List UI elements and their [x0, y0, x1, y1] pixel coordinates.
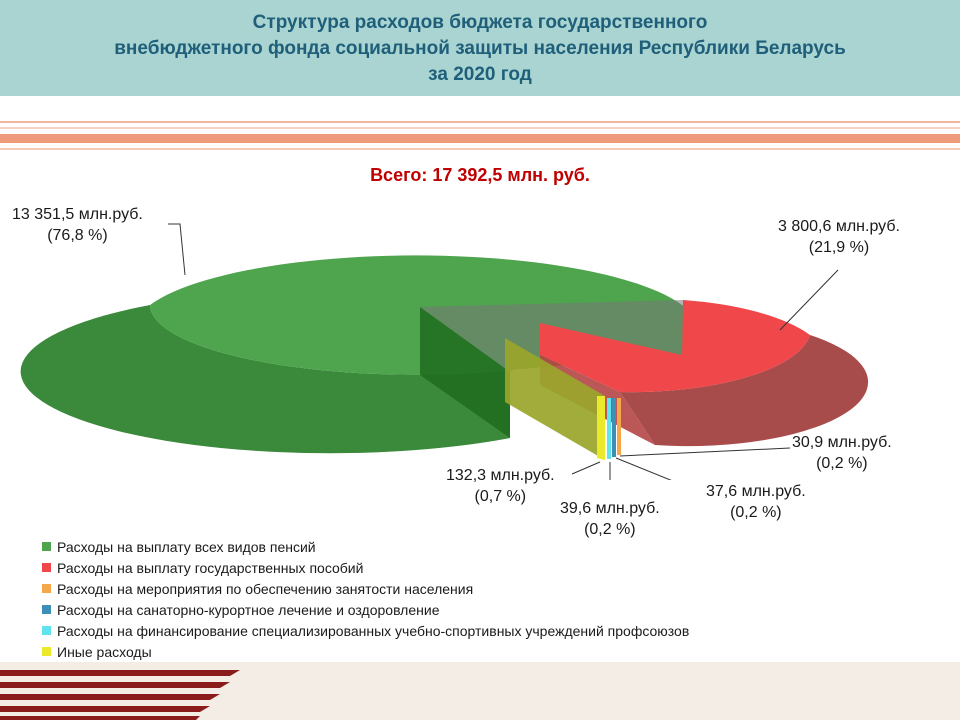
title-line-1: Структура расходов бюджета государственн…: [252, 12, 708, 33]
title-line-2: внебюджетного фонда социальной защиты на…: [114, 38, 846, 59]
legend-swatch-employment: [42, 584, 51, 593]
slice-other-side: [505, 338, 605, 460]
legend-label-employment: Расходы на мероприятия по обеспечению за…: [57, 580, 474, 597]
legend-label-other: Иные расходы: [57, 643, 152, 660]
pie-chart-3d: [20, 223, 869, 480]
legend-swatch-benefits: [42, 563, 51, 572]
data-label-benefits-value: 3 800,6 млн.руб.: [778, 218, 900, 235]
data-label-sport-percent: (0,2 %): [584, 521, 636, 538]
slice-sanatorium: [612, 398, 616, 457]
slice-inner-shadow: [420, 300, 683, 372]
legend-swatch-pensions: [42, 542, 51, 551]
data-label-sport-value: 39,6 млн.руб.: [560, 500, 660, 517]
decorative-stripes-top: [0, 121, 960, 150]
data-label-other-value: 132,3 млн.руб.: [446, 467, 555, 484]
page-title: Структура расходов бюджета государственн…: [0, 10, 960, 88]
legend-item-benefits: Расходы на выплату государственных пособ…: [42, 557, 689, 578]
legend-label-benefits: Расходы на выплату государственных пособ…: [57, 559, 364, 576]
legend-label-sport: Расходы на финансирование специализирова…: [57, 622, 690, 639]
legend-label-pensions: Расходы на выплату всех видов пенсий: [57, 538, 316, 555]
legend-swatch-sport: [42, 626, 51, 635]
header-banner: Структура расходов бюджета государственн…: [0, 0, 960, 96]
legend-item-sport: Расходы на финансирование специализирова…: [42, 620, 689, 641]
leader-line-benefits: [779, 269, 839, 331]
chart-total-label: Всего: 17 392,5 млн. руб.: [370, 165, 590, 185]
data-label-pensions: 13 351,5 млн.руб. (76,8 %): [12, 204, 143, 246]
data-label-employment-percent: (0,2 %): [816, 455, 868, 472]
slice-sport-institutions: [607, 398, 611, 459]
data-label-other: 132,3 млн.руб. (0,7 %): [446, 465, 555, 507]
data-label-benefits-percent: (21,9 %): [808, 239, 870, 256]
slice-pensions-inner-face: [420, 307, 510, 438]
leader-line-other: [571, 461, 601, 475]
legend-item-sanatorium: Расходы на санаторно-курортное лечение и…: [42, 599, 689, 620]
leader-line-pensions: [168, 223, 186, 276]
data-label-sanatorium-percent: (0,2 %): [730, 504, 782, 521]
slice-other-front: [597, 396, 605, 460]
leader-line-sanatorium: [615, 457, 672, 480]
data-label-sanatorium: 37,6 млн.руб. (0,2 %): [706, 481, 806, 523]
slice-pensions-side: [20, 305, 511, 454]
title-line-3: за 2020 год: [428, 64, 532, 85]
data-label-other-percent: (0,7 %): [474, 488, 527, 505]
slice-benefits-side-outer: [620, 335, 869, 447]
data-label-sport: 39,6 млн.руб. (0,2 %): [560, 498, 660, 540]
legend-item-employment: Расходы на мероприятия по обеспечению за…: [42, 578, 689, 599]
slice-benefits-top: [540, 300, 810, 393]
data-label-benefits: 3 800,6 млн.руб. (21,9 %): [778, 216, 900, 258]
chart-legend: Расходы на выплату всех видов пенсий Рас…: [42, 536, 689, 662]
legend-item-other: Иные расходы: [42, 641, 689, 662]
legend-swatch-sanatorium: [42, 605, 51, 614]
leader-line-employment: [619, 447, 791, 457]
slice-employment: [617, 398, 621, 455]
data-label-pensions-value: 13 351,5 млн.руб.: [12, 206, 143, 223]
data-label-pensions-percent: (76,8 %): [47, 227, 108, 244]
legend-swatch-other: [42, 647, 51, 656]
data-label-employment-value: 30,9 млн.руб.: [792, 434, 892, 451]
legend-label-sanatorium: Расходы на санаторно-курортное лечение и…: [57, 601, 440, 618]
legend-item-pensions: Расходы на выплату всех видов пенсий: [42, 536, 689, 557]
decorative-stripes-bottom: [0, 662, 960, 720]
data-label-sanatorium-value: 37,6 млн.руб.: [706, 483, 806, 500]
data-label-employment: 30,9 млн.руб. (0,2 %): [792, 432, 892, 474]
